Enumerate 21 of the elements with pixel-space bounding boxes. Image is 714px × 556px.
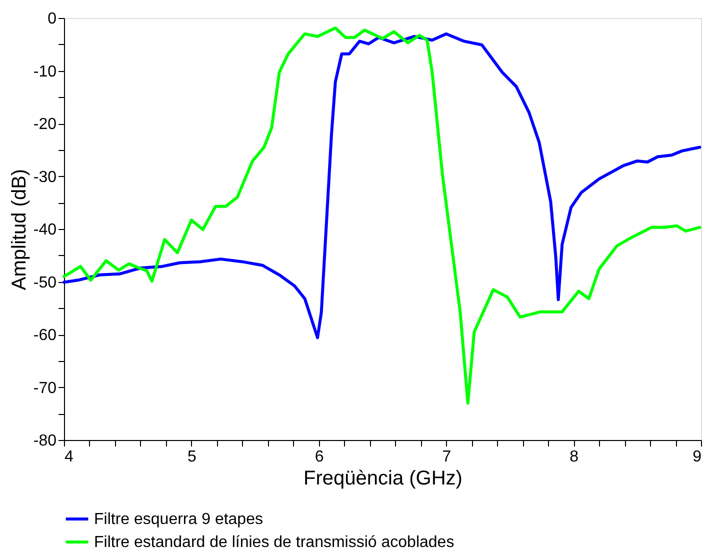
x-tick-label: 4: [64, 448, 74, 466]
y-tick-label: -50: [33, 274, 57, 292]
y-tick-label: -60: [33, 327, 57, 344]
y-axis-title: Amplitud (dB): [8, 168, 30, 290]
x-tick-label: 9: [692, 448, 702, 466]
y-tick-label: 0: [48, 10, 57, 28]
legend-label: Filtre esquerra 9 etapes: [94, 511, 263, 528]
x-axis-title: Freqüència (GHz): [304, 468, 462, 490]
x-tick-label: 5: [187, 448, 196, 466]
y-tick-label: -10: [33, 63, 57, 80]
y-tick-label: -30: [33, 168, 57, 186]
y-tick-label: -70: [33, 380, 57, 397]
legend-label: Filtre estandard de línies de transmissió acoblades: [94, 534, 454, 551]
x-tick-label: 6: [314, 448, 324, 466]
x-tick-label: 7: [442, 448, 452, 466]
x-tick-label: 8: [570, 448, 579, 466]
y-tick-label: -40: [33, 222, 57, 238]
y-tick-label: -80: [33, 432, 57, 450]
line-series: [62, 26, 702, 405]
y-tick-label: -20: [33, 116, 57, 133]
line-series: [62, 32, 702, 340]
